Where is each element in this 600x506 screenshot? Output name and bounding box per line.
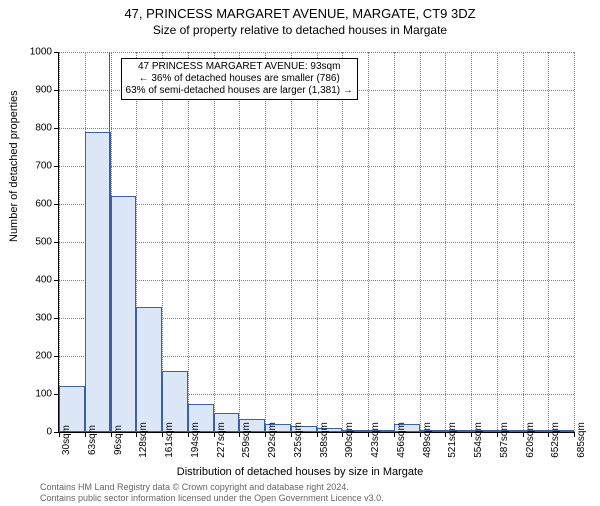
xtick [420,432,421,437]
footer-line-2: Contains public sector information licen… [40,493,384,504]
xtick [265,432,266,437]
xtick [497,432,498,437]
ytick-label: 600 [35,199,52,210]
xtick [214,432,215,437]
xtick-label: 96sqm [113,425,124,455]
ytick-label: 200 [35,351,52,362]
xtick [111,432,112,437]
ytick-label: 500 [35,237,52,248]
ytick-label: 400 [35,275,52,286]
property-marker-line [109,52,110,432]
gridline-v [239,52,240,432]
histogram-bar [85,132,111,432]
xtick [471,432,472,437]
ytick-label: 1000 [30,47,52,58]
xtick [523,432,524,437]
xtick [162,432,163,437]
gridline-v [497,52,498,432]
gridline-v [317,52,318,432]
annotation-line3: 63% of semi-detached houses are larger (… [126,85,353,97]
ytick-label: 0 [46,427,52,438]
plot-area: 47 PRINCESS MARGARET AVENUE: 93sqm← 36% … [58,52,574,433]
xtick [59,432,60,437]
ytick-label: 800 [35,123,52,134]
gridline-v [214,52,215,432]
gridline-v [394,52,395,432]
xtick [394,432,395,437]
xtick-label: 456sqm [396,422,407,458]
gridline-v [291,52,292,432]
chart-title-main: 47, PRINCESS MARGARET AVENUE, MARGATE, C… [0,6,600,21]
xtick-label: 620sqm [525,422,536,458]
xtick-label: 63sqm [87,425,98,455]
xtick-label: 161sqm [164,422,175,458]
xtick [317,432,318,437]
xtick-label: 30sqm [61,425,72,455]
gridline-v [471,52,472,432]
gridline-v [188,52,189,432]
xtick-label: 292sqm [267,422,278,458]
xtick-label: 521sqm [447,422,458,458]
xtick [574,432,575,437]
xtick-label: 423sqm [370,422,381,458]
gridline-v [420,52,421,432]
x-axis-label: Distribution of detached houses by size … [0,466,600,478]
gridline-v [445,52,446,432]
annotation-line2: ← 36% of detached houses are smaller (78… [126,73,353,85]
xtick-label: 489sqm [422,422,433,458]
ytick-label: 100 [35,389,52,400]
ytick-label: 700 [35,161,52,172]
xtick [85,432,86,437]
xtick-label: 194sqm [190,422,201,458]
footer-line-1: Contains HM Land Registry data © Crown c… [40,482,384,493]
gridline-v [523,52,524,432]
annotation-line1: 47 PRINCESS MARGARET AVENUE: 93sqm [126,61,353,73]
xtick-label: 390sqm [344,422,355,458]
xtick-label: 325sqm [293,422,304,458]
xtick-label: 554sqm [473,422,484,458]
gridline-v [368,52,369,432]
xtick-label: 259sqm [241,422,252,458]
gridline-v [265,52,266,432]
xtick-label: 685sqm [576,422,587,458]
histogram-bar [136,307,162,432]
ytick-label: 900 [35,85,52,96]
xtick [368,432,369,437]
chart-title-sub: Size of property relative to detached ho… [0,23,600,37]
histogram-bar [111,196,137,432]
xtick-label: 358sqm [319,422,330,458]
xtick [188,432,189,437]
xtick-label: 227sqm [216,422,227,458]
gridline-v [574,52,575,432]
gridline-v [342,52,343,432]
ytick-label: 300 [35,313,52,324]
xtick-label: 587sqm [499,422,510,458]
xtick-label: 652sqm [550,422,561,458]
gridline-v [59,52,60,432]
xtick [291,432,292,437]
xtick-label: 128sqm [138,422,149,458]
gridline-v [548,52,549,432]
y-axis-label: Number of detached properties [8,90,20,242]
annotation-box: 47 PRINCESS MARGARET AVENUE: 93sqm← 36% … [121,58,358,100]
footer-attribution: Contains HM Land Registry data © Crown c… [40,482,384,504]
